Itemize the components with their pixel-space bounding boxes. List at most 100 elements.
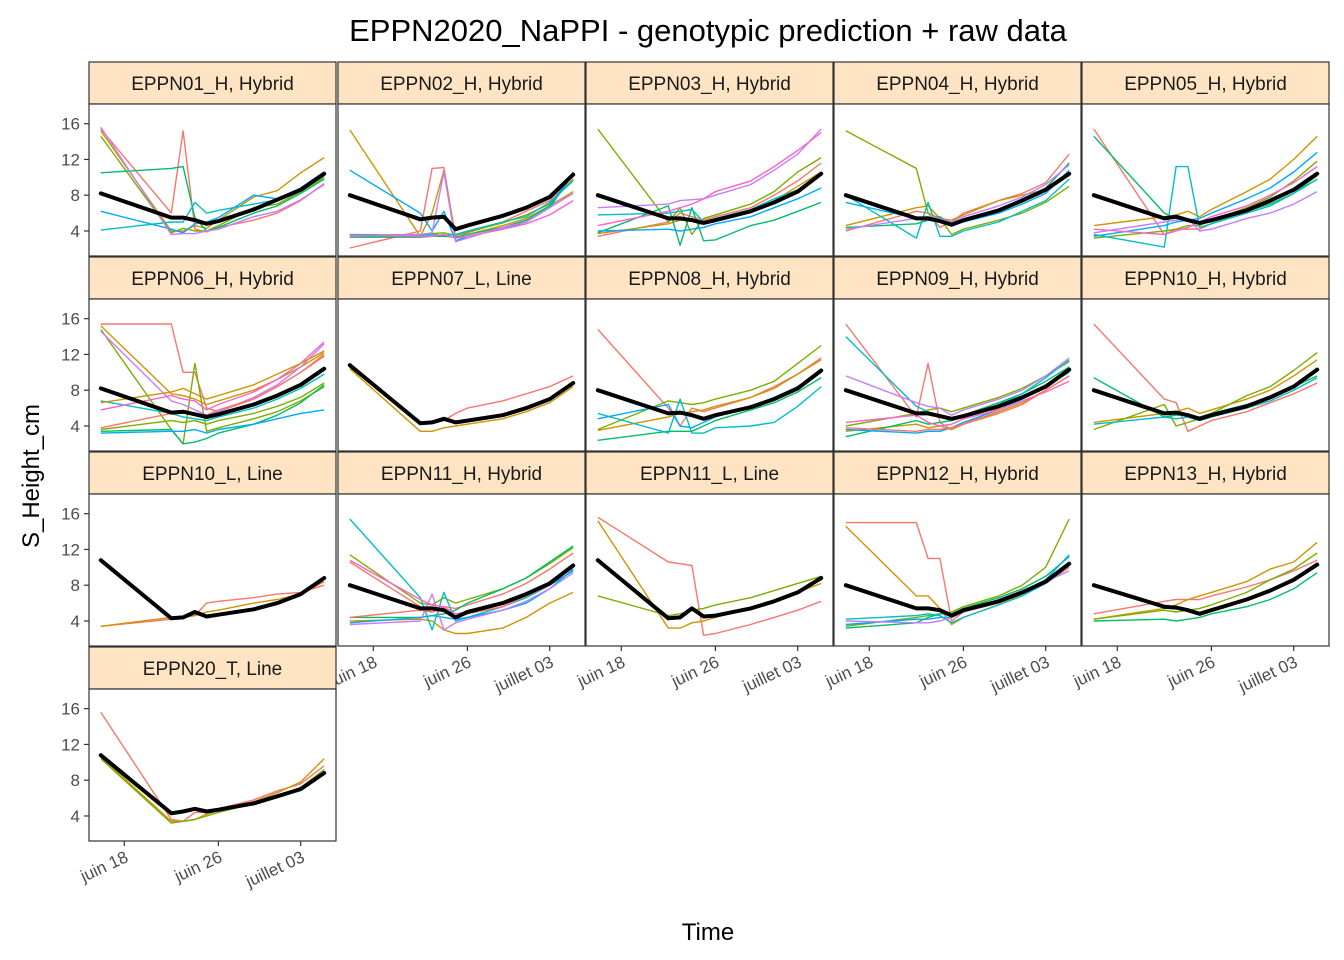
- raw-data-line: [349, 568, 574, 624]
- raw-data-line: [845, 174, 1070, 227]
- x-tick-label: juin 26: [171, 847, 225, 886]
- facet-strip: [585, 61, 834, 105]
- genotypic-prediction-line: [595, 171, 824, 225]
- x-tick-label: juillet 03: [242, 847, 307, 891]
- facet-panel: EPPN09_H, Hybrid: [833, 256, 1082, 452]
- raw-data-line: [597, 575, 822, 617]
- y-tick-label: 4: [71, 417, 80, 436]
- raw-data-line: [1093, 559, 1318, 615]
- x-tick-label: juin 26: [916, 652, 970, 691]
- facet-strip: [585, 451, 834, 495]
- panel-background: [89, 299, 336, 451]
- raw-data-line: [1093, 323, 1318, 432]
- panel-border: [88, 103, 337, 257]
- panel-border: [88, 688, 337, 842]
- facet-strip: [833, 61, 1082, 105]
- facet-panel: EPPN13_H, Hybrid juin 18 juin 26 juillet 03: [1070, 451, 1330, 696]
- genotypic-prediction-line: [843, 561, 1072, 618]
- raw-data-line: [100, 373, 325, 422]
- y-tick-label: 4: [71, 612, 80, 631]
- raw-data-line: [845, 518, 1070, 627]
- raw-data-line: [845, 357, 1070, 416]
- raw-data-line: [597, 344, 822, 431]
- raw-data-line: [100, 126, 325, 236]
- x-tick-label: juin 18: [1070, 652, 1124, 691]
- y-tick-label: 8: [71, 771, 80, 790]
- facet-panel: EPPN06_H, Hybrid 4 8 12 16: [61, 256, 337, 452]
- x-tick-label: juillet 03: [491, 652, 556, 696]
- facet-strip-label: EPPN09_H, Hybrid: [876, 269, 1039, 290]
- facet-panel: EPPN10_H, Hybrid: [1081, 256, 1330, 452]
- y-tick-label: 12: [61, 540, 80, 559]
- raw-data-line: [1093, 151, 1318, 237]
- genotypic-prediction-line: [595, 558, 824, 621]
- raw-data-line: [597, 377, 822, 441]
- raw-data-line: [1093, 165, 1318, 248]
- facet-strip-label: EPPN05_H, Hybrid: [1124, 74, 1287, 95]
- facet-panel: EPPN11_L, Line juin 18 juin 26 juillet 03: [574, 451, 834, 696]
- raw-data-line: [1093, 166, 1318, 236]
- panel-border: [1081, 298, 1330, 452]
- facet-strip-label: EPPN10_L, Line: [142, 464, 283, 485]
- raw-data-line: [100, 409, 325, 434]
- x-axis-title: Time: [682, 919, 734, 946]
- raw-data-line: [597, 128, 822, 209]
- y-tick-label: 12: [61, 345, 80, 364]
- panel-border: [833, 493, 1082, 647]
- raw-data-line: [597, 187, 822, 232]
- genotypic-prediction-line: [843, 171, 1072, 227]
- facet-panel: EPPN20_T, Line 4 8 12 16 juin 18 juin 26 juille…: [61, 646, 337, 891]
- raw-data-line: [597, 201, 822, 247]
- x-tick-label: juin 18: [77, 847, 131, 886]
- y-tick-label: 16: [61, 700, 80, 719]
- panel-background: [1082, 299, 1329, 451]
- y-tick-label: 16: [61, 310, 80, 329]
- panel-border: [1081, 103, 1330, 257]
- raw-data-line: [100, 165, 325, 232]
- genotypic-prediction-line: [595, 368, 824, 421]
- raw-data-line: [349, 368, 574, 432]
- genotypic-prediction-line: [98, 753, 327, 816]
- raw-data-line: [100, 341, 325, 411]
- facet-strip: [1081, 256, 1330, 300]
- panel-border: [585, 103, 834, 257]
- facet-strip: [1081, 451, 1330, 495]
- raw-data-line: [349, 171, 574, 243]
- y-tick-label: 4: [71, 807, 80, 826]
- genotypic-prediction-line: [1091, 367, 1320, 421]
- panel-border: [1081, 493, 1330, 647]
- genotypic-prediction-line: [843, 367, 1072, 421]
- raw-data-line: [597, 516, 822, 636]
- raw-data-line: [597, 128, 822, 236]
- raw-data-line: [100, 330, 325, 416]
- facet-strip: [88, 61, 337, 105]
- facet-strip: [337, 256, 586, 300]
- facet-strip-label: EPPN11_H, Hybrid: [381, 464, 542, 485]
- x-tick-label: juillet 03: [1235, 652, 1300, 696]
- raw-data-line: [1093, 572, 1318, 622]
- raw-data-line: [100, 382, 325, 431]
- facet-strip: [585, 256, 834, 300]
- genotypic-prediction-line: [347, 172, 576, 232]
- raw-data-line: [845, 564, 1070, 624]
- facet-panel: EPPN12_H, Hybrid juin 18 juin 26 juillet 03: [822, 451, 1082, 696]
- panel-background: [338, 104, 585, 256]
- facet-strip-label: EPPN10_H, Hybrid: [1124, 269, 1287, 290]
- genotypic-prediction-line: [1091, 562, 1320, 616]
- y-tick-label: 12: [61, 150, 80, 169]
- facet-strip-label: EPPN11_L, Line: [640, 464, 779, 485]
- facet-strip-label: EPPN20_T, Line: [143, 659, 282, 680]
- y-tick-label: 8: [71, 186, 80, 205]
- raw-data-line: [845, 130, 1070, 236]
- panel-border: [585, 493, 834, 647]
- facet-strip-label: EPPN07_L, Line: [391, 269, 532, 290]
- panel-border: [833, 298, 1082, 452]
- y-axis-title: S_Height_cm: [18, 404, 45, 548]
- panel-border: [585, 298, 834, 452]
- facet-panel: EPPN10_L, Line 4 8 12 16: [61, 451, 337, 647]
- facet-panel: EPPN01_H, Hybrid 4 8 12 16: [61, 61, 337, 257]
- panel-background: [338, 299, 585, 451]
- x-tick-label: juin 18: [574, 652, 628, 691]
